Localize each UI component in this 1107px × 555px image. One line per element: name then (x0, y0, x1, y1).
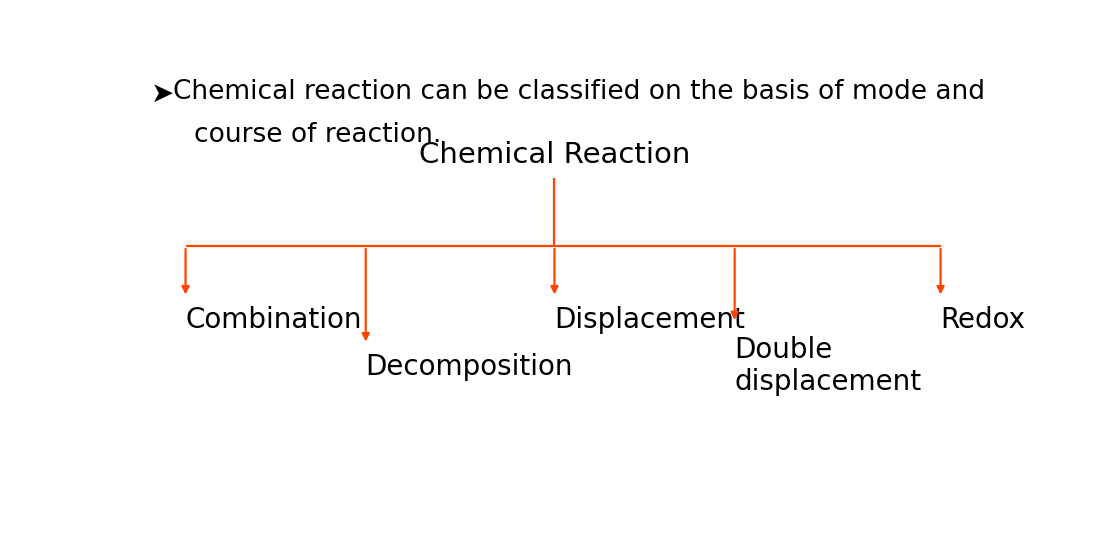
Text: Combination: Combination (186, 306, 362, 334)
Text: course of reaction.: course of reaction. (194, 122, 442, 148)
Text: Displacement: Displacement (555, 306, 745, 334)
Text: ➤: ➤ (152, 79, 175, 108)
Text: Double
displacement: Double displacement (735, 336, 922, 396)
Text: Chemical reaction can be classified on the basis of mode and: Chemical reaction can be classified on t… (173, 79, 985, 105)
Text: Chemical Reaction: Chemical Reaction (418, 141, 690, 169)
Text: Decomposition: Decomposition (365, 353, 573, 381)
Text: Redox: Redox (941, 306, 1025, 334)
